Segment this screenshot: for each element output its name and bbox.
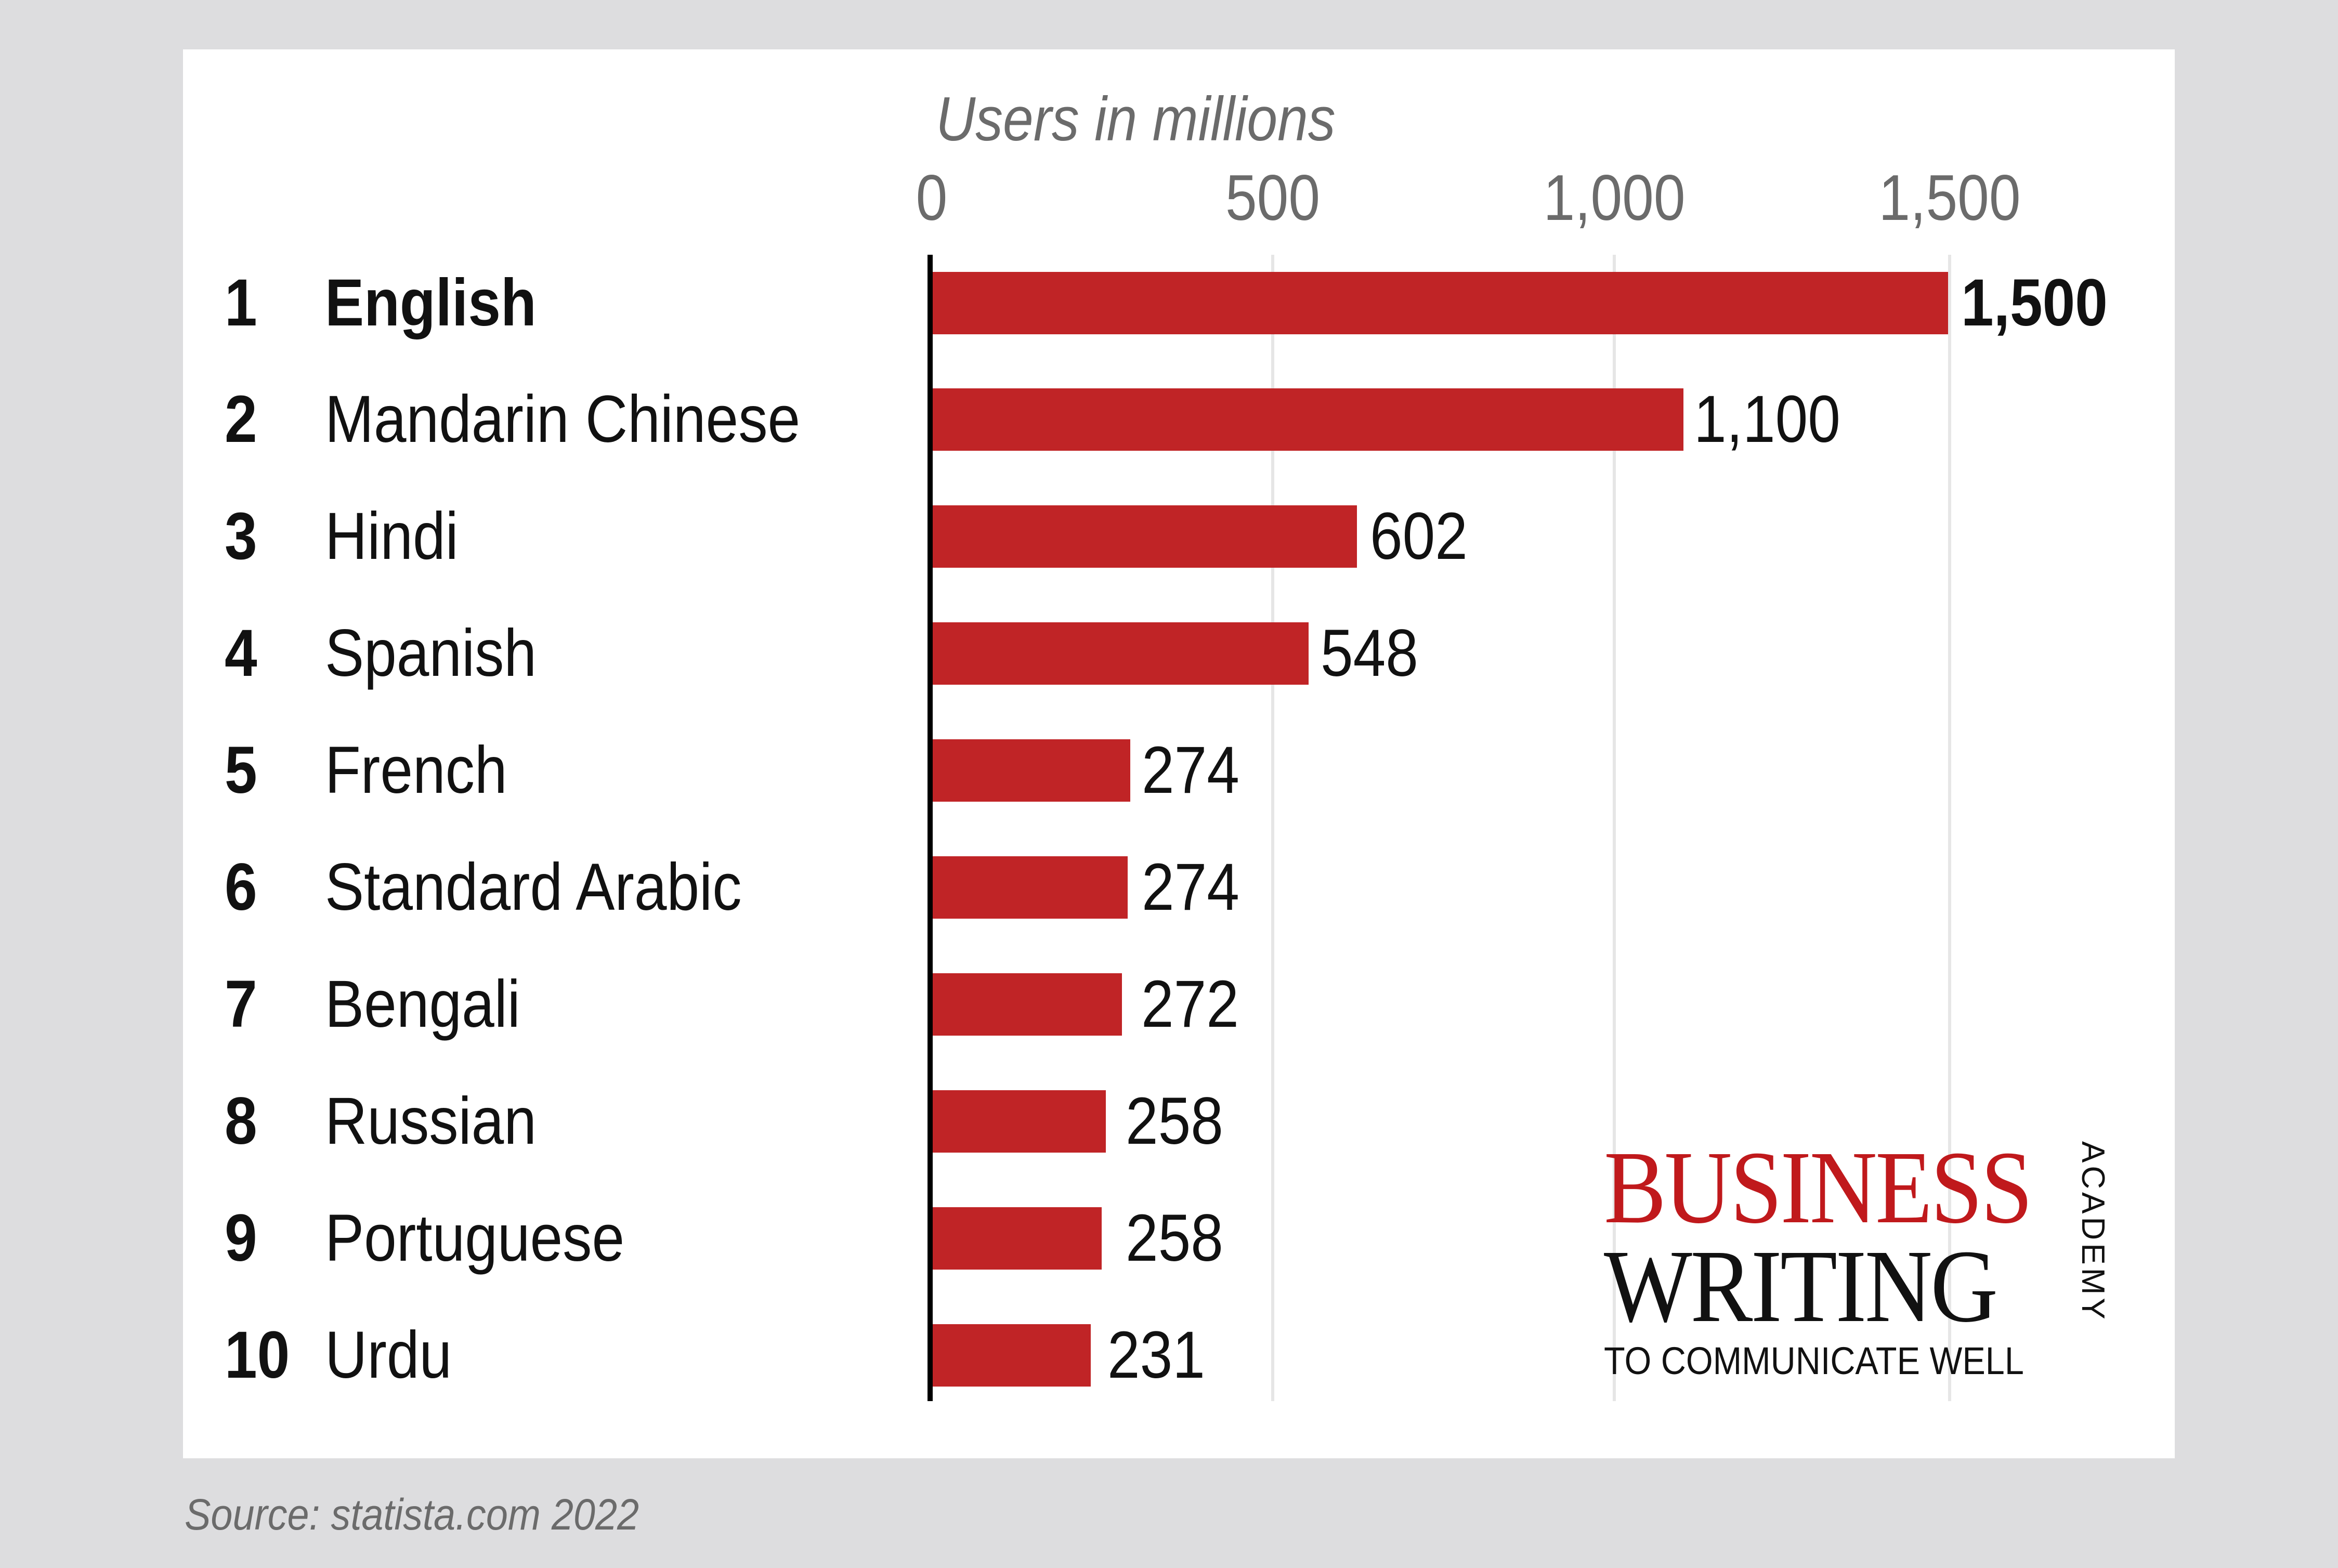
value-label: 272 — [1141, 967, 1239, 1041]
language-label: Mandarin Chinese — [325, 382, 801, 456]
rank-label: 2 — [225, 382, 257, 456]
logo-business-text: BUSINESS — [1604, 1130, 2033, 1245]
value-label: 274 — [1142, 850, 1239, 924]
value-label: 548 — [1321, 616, 1418, 690]
value-label: 231 — [1107, 1318, 1205, 1392]
language-label: Portuguese — [325, 1201, 625, 1275]
gridline-1500 — [1948, 255, 1951, 1401]
value-label: 1,500 — [1961, 266, 2108, 340]
language-label: Standard Arabic — [325, 850, 742, 924]
bar — [933, 505, 1357, 568]
value-label: 602 — [1370, 499, 1468, 573]
rank-label: 1 — [225, 266, 257, 340]
value-label: 274 — [1142, 733, 1239, 807]
language-label: Hindi — [325, 499, 459, 573]
bar — [933, 272, 1948, 334]
value-label: 258 — [1126, 1084, 1223, 1158]
x-tick-1500: 1,500 — [1878, 162, 2021, 234]
x-axis-title: Users in millions — [936, 84, 1336, 154]
rank-label: 5 — [225, 733, 257, 807]
bar — [933, 739, 1130, 802]
bar — [933, 1207, 1102, 1270]
logo-writing-text: WRITING — [1604, 1229, 1998, 1344]
rank-label: 3 — [225, 499, 257, 573]
logo-academy-text: ACADEMY — [2075, 1141, 2111, 1323]
language-label: Urdu — [325, 1318, 452, 1392]
rank-label: 9 — [225, 1201, 257, 1275]
x-tick-1000: 1,000 — [1543, 162, 1686, 234]
value-label: 258 — [1126, 1201, 1223, 1275]
x-tick-0: 0 — [916, 162, 948, 234]
language-label: French — [325, 733, 507, 807]
language-label: Bengali — [325, 967, 520, 1041]
logo-tagline: TO COMMUNICATE WELL — [1604, 1339, 2024, 1382]
y-axis-line — [928, 255, 933, 1401]
bar — [933, 388, 1683, 451]
bar — [933, 973, 1122, 1036]
rank-label: 8 — [225, 1084, 257, 1158]
bar — [933, 622, 1309, 685]
source-note: Source: statista.com 2022 — [185, 1490, 639, 1539]
language-label: Russian — [325, 1084, 537, 1158]
rank-label: 7 — [225, 967, 257, 1041]
rank-label: 4 — [225, 616, 257, 690]
language-label: English — [325, 266, 537, 340]
rank-label: 6 — [225, 850, 257, 924]
value-label: 1,100 — [1694, 382, 1840, 456]
rank-label: 10 — [225, 1318, 290, 1392]
bar — [933, 856, 1128, 919]
gridline-500 — [1271, 255, 1274, 1401]
bar — [933, 1090, 1106, 1153]
language-label: Spanish — [325, 616, 537, 690]
x-tick-500: 500 — [1225, 162, 1321, 234]
bar — [933, 1324, 1091, 1387]
gridline-1000 — [1613, 255, 1616, 1401]
